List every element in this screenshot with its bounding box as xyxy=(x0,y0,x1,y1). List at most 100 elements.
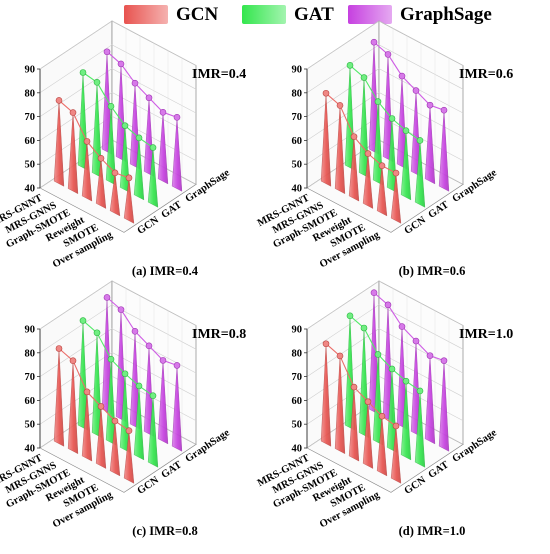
chart-panel-1: 405060708090MRS-GNNTMRS-GNNSGraph-SMOTER… xyxy=(0,20,246,278)
data-point-graphsage xyxy=(412,337,420,345)
bar-gcn-over-sampling xyxy=(390,173,402,224)
data-point-graphsage xyxy=(131,79,139,87)
data-point-gcn xyxy=(125,427,133,435)
bar-gcn-mrs-gnns xyxy=(334,105,346,195)
z-tick-label: 60 xyxy=(292,396,303,407)
z-tick-label: 70 xyxy=(292,372,303,383)
bar-graphsage-over-sampling xyxy=(171,365,183,452)
bar-graphsage-mrs-gnns xyxy=(115,309,127,423)
data-point-gcn xyxy=(111,417,119,425)
data-point-gat xyxy=(388,365,396,373)
data-point-gat xyxy=(149,144,157,151)
data-point-gat xyxy=(79,317,87,324)
data-point-graphsage xyxy=(131,327,139,335)
data-point-graphsage xyxy=(398,72,406,80)
data-point-gcn xyxy=(69,357,77,364)
z-tick-label: 40 xyxy=(25,444,36,455)
z-tick-label: 80 xyxy=(25,88,36,99)
imr-annotation: IMR=0.8 xyxy=(192,327,246,342)
data-point-gcn xyxy=(322,340,330,348)
bar-gat-mrs-gnns xyxy=(91,332,103,439)
data-point-graphsage xyxy=(159,357,167,364)
data-point-gat xyxy=(374,351,382,358)
legend-label-graphsage: GraphSage xyxy=(400,4,492,25)
bar-gat-smote xyxy=(133,137,145,201)
data-point-gat xyxy=(121,370,129,378)
legend-swatch-gcn xyxy=(124,5,168,24)
data-point-gat xyxy=(388,115,396,122)
data-point-gat xyxy=(107,355,115,363)
imr-annotation: IMR=0.4 xyxy=(192,67,246,82)
data-point-gcn xyxy=(336,352,344,360)
data-point-graphsage xyxy=(384,51,392,58)
data-point-graphsage xyxy=(103,294,111,301)
z-tick-label: 80 xyxy=(292,88,303,99)
bar-gcn-over-sampling xyxy=(390,425,402,484)
data-point-gat xyxy=(135,134,143,142)
bar-gcn-graph-smote xyxy=(81,391,93,462)
data-point-gcn xyxy=(125,174,133,182)
z-tick-label: 50 xyxy=(292,420,303,431)
z-tick-label: 40 xyxy=(292,184,303,195)
data-point-gcn xyxy=(69,109,77,116)
data-point-gat xyxy=(121,122,129,129)
z-tick-label: 90 xyxy=(292,65,303,76)
data-point-graphsage xyxy=(117,60,125,68)
data-point-gat xyxy=(416,137,424,144)
bar-gat-over-sampling xyxy=(414,140,426,208)
bar-gat-mrs-gnnt xyxy=(77,320,89,431)
data-point-graphsage xyxy=(412,87,420,94)
bar-gcn-reweight xyxy=(95,406,107,469)
bar-graphsage-smote xyxy=(157,360,169,445)
data-point-graphsage xyxy=(117,306,125,313)
legend: GCN GAT GraphSage xyxy=(0,0,550,30)
data-point-gcn xyxy=(111,169,119,177)
bar-graphsage-mrs-gnns xyxy=(115,63,127,163)
data-point-gat xyxy=(107,103,115,110)
data-point-gcn xyxy=(378,162,386,169)
bar-graphsage-graph-smote xyxy=(129,331,141,430)
bar-graphsage-graph-smote xyxy=(396,76,408,170)
panel-caption: (b) IMR=0.6 xyxy=(399,264,466,278)
bar-graphsage-reweight xyxy=(143,97,155,177)
chart-panel-3: 405060708090MRS-GNNTMRS-GNNSGraph-SMOTER… xyxy=(0,280,246,538)
data-point-gat xyxy=(360,324,368,332)
imr-annotation: IMR=0.6 xyxy=(459,67,513,82)
bar-graphsage-smote xyxy=(424,105,436,185)
z-tick-label: 80 xyxy=(292,348,303,359)
data-point-gcn xyxy=(350,383,358,391)
data-point-gcn xyxy=(350,133,358,140)
bar-graphsage-over-sampling xyxy=(171,117,183,192)
bar-gcn-mrs-gnns xyxy=(67,112,79,195)
z-tick-label: 60 xyxy=(25,396,36,407)
data-point-graphsage xyxy=(440,106,448,114)
legend-swatch-gat xyxy=(242,5,286,24)
data-point-gcn xyxy=(55,345,63,352)
data-point-graphsage xyxy=(173,114,181,121)
z-tick-label: 60 xyxy=(292,136,303,147)
data-point-gat xyxy=(402,377,410,385)
data-point-gat xyxy=(346,62,354,69)
bar-graphsage-smote xyxy=(424,355,436,445)
z-tick-label: 50 xyxy=(25,160,36,171)
data-point-gcn xyxy=(336,102,344,109)
data-point-graphsage xyxy=(426,352,434,359)
bar-gcn-smote xyxy=(109,172,121,217)
bar-graphsage-over-sampling xyxy=(438,360,450,452)
data-point-gcn xyxy=(83,388,91,396)
bar-gat-over-sampling xyxy=(147,395,159,468)
bar-gcn-over-sampling xyxy=(123,430,135,484)
imr-annotation: IMR=1.0 xyxy=(459,327,513,342)
bar-gcn-reweight xyxy=(95,158,107,209)
bar-graphsage-graph-smote xyxy=(129,83,141,170)
bar-gat-over-sampling xyxy=(147,147,159,208)
bar-gat-reweight xyxy=(386,368,398,453)
z-tick-label: 40 xyxy=(25,184,36,195)
data-point-graphsage xyxy=(398,323,406,330)
bar-graphsage-over-sampling xyxy=(438,110,450,192)
data-point-gcn xyxy=(364,150,372,157)
data-point-gcn xyxy=(97,155,105,162)
z-tick-label: 80 xyxy=(25,348,36,359)
bar-gcn-mrs-gnns xyxy=(67,360,79,455)
